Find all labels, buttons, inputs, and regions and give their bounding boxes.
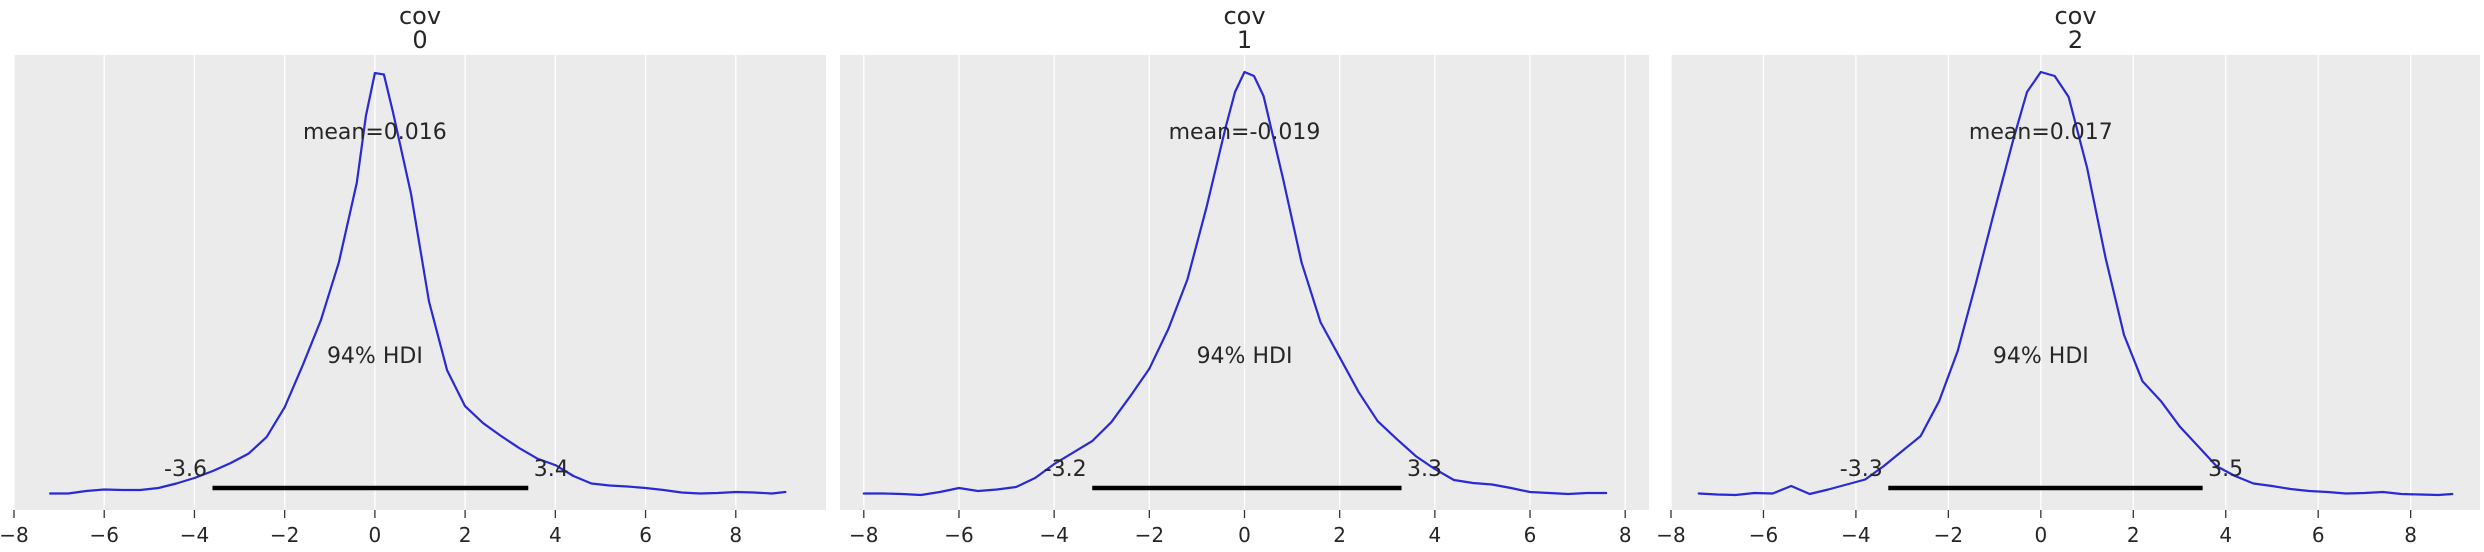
hdi-low-label: -3.3	[1840, 457, 1883, 482]
x-tick-label: −8	[1656, 523, 1685, 547]
x-tick-label: −8	[849, 523, 878, 547]
x-tick-label: 8	[729, 523, 742, 547]
panel-title-index: 1	[1237, 26, 1252, 54]
x-tick-label: 8	[1619, 523, 1632, 547]
x-tick-label: −4	[180, 523, 209, 547]
x-tick-label: −6	[944, 523, 973, 547]
mean-label: mean=0.017	[1969, 120, 2113, 145]
x-tick-label: −6	[89, 523, 118, 547]
hdi-low-label: -3.2	[1044, 457, 1087, 482]
density-curve	[1697, 70, 2454, 497]
hdi-high-label: 3.3	[1407, 457, 1442, 482]
x-tick-label: 2	[459, 523, 472, 547]
x-tick-label: −6	[1749, 523, 1778, 547]
x-tick-label: −2	[1934, 523, 1963, 547]
x-tick-label: −8	[0, 523, 29, 547]
x-tick-label: 4	[549, 523, 562, 547]
x-tick-label: 8	[2404, 523, 2417, 547]
hdi-high-label: 3.5	[2208, 457, 2243, 482]
panel-title-index: 2	[2068, 26, 2083, 54]
panel-title-name: cov	[2054, 2, 2096, 30]
x-tick-label: 6	[1524, 523, 1537, 547]
x-tick-label: 2	[2127, 523, 2140, 547]
x-tick-label: 4	[2219, 523, 2232, 547]
hdi-title-label: 94% HDI	[1993, 344, 2089, 369]
hdi-high-label: 3.4	[534, 457, 569, 482]
panel-title-name: cov	[1223, 2, 1265, 30]
x-tick-label: 0	[2034, 523, 2047, 547]
panel-title-index: 0	[412, 26, 427, 54]
x-tick-label: 6	[2312, 523, 2325, 547]
x-tick-label: 6	[639, 523, 652, 547]
x-tick-label: 4	[1428, 523, 1441, 547]
plot-background	[14, 55, 826, 510]
x-tick-label: 0	[1238, 523, 1251, 547]
mean-label: mean=-0.019	[1169, 120, 1321, 145]
x-tick-label: −2	[270, 523, 299, 547]
density-curve	[48, 71, 787, 495]
mean-label: mean=0.016	[303, 120, 447, 145]
hdi-title-label: 94% HDI	[1197, 344, 1293, 369]
density-curve	[862, 70, 1608, 497]
hdi-title-label: 94% HDI	[327, 344, 423, 369]
x-tick-label: −2	[1135, 523, 1164, 547]
x-tick-label: −4	[1841, 523, 1870, 547]
hdi-low-label: -3.6	[164, 457, 207, 482]
x-tick-label: 0	[369, 523, 382, 547]
plot-background	[1671, 55, 2480, 510]
panel-title-name: cov	[399, 2, 441, 30]
x-tick-label: 2	[1333, 523, 1346, 547]
x-tick-label: −4	[1039, 523, 1068, 547]
